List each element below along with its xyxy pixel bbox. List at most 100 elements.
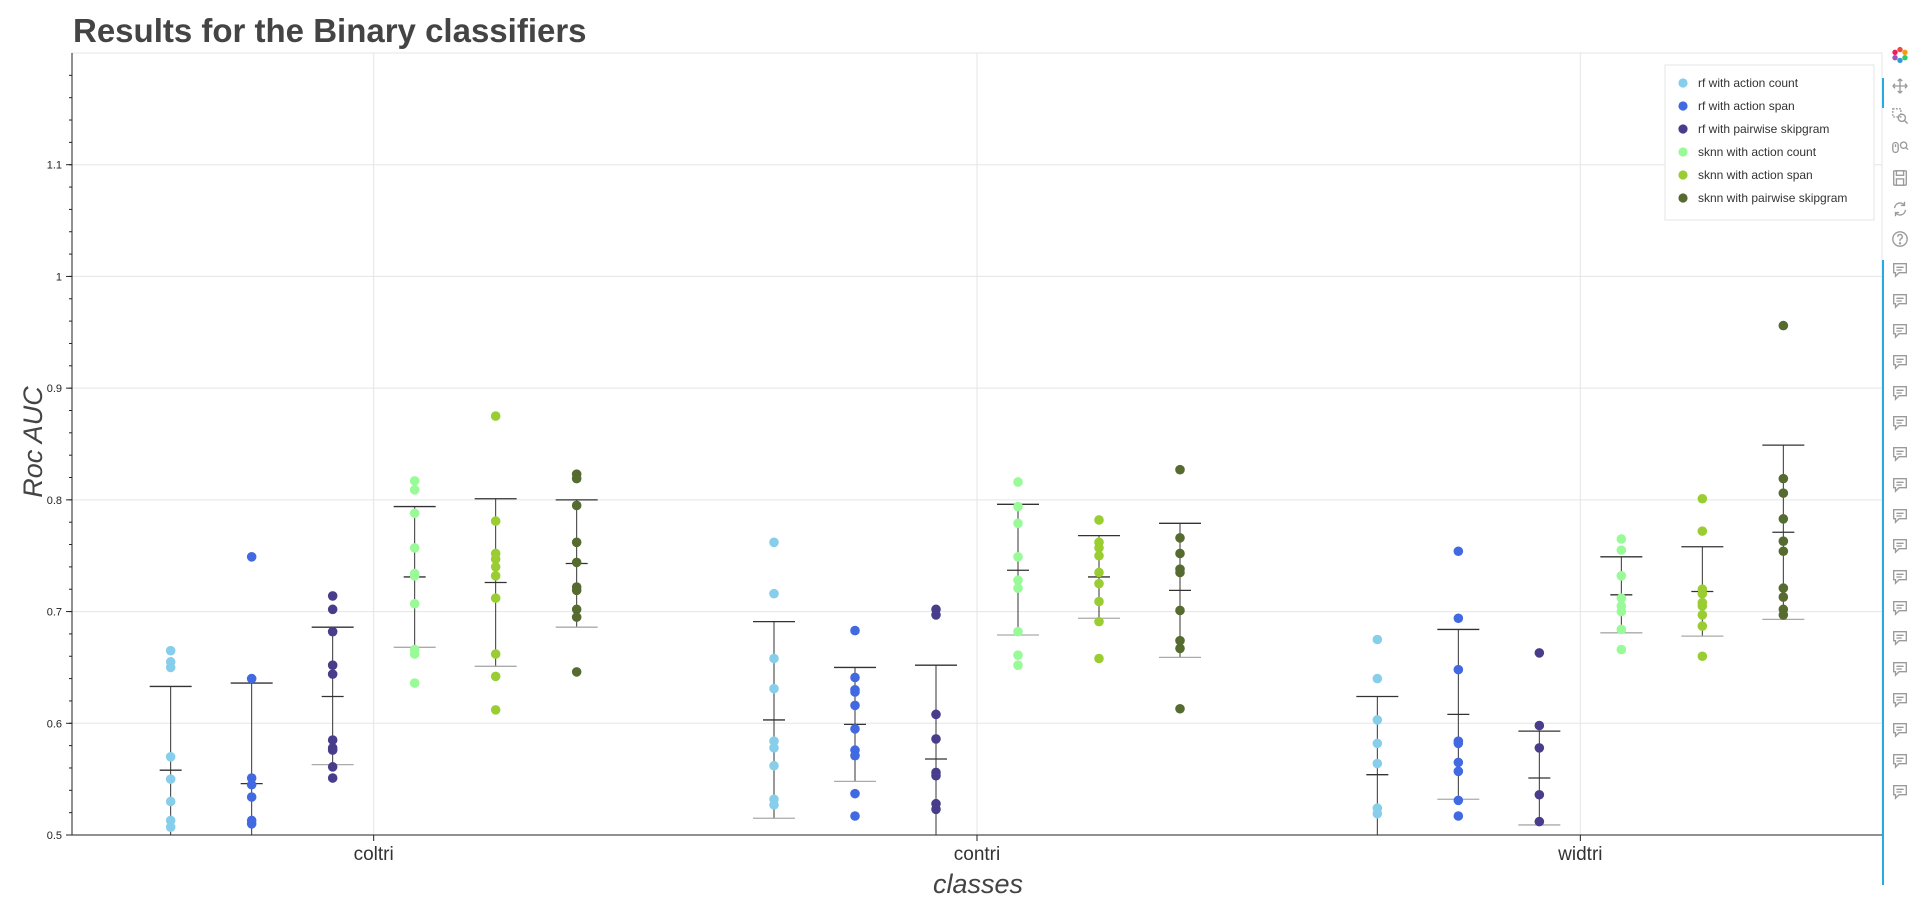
hover-icon[interactable] — [1890, 782, 1910, 802]
data-point[interactable] — [1778, 583, 1789, 593]
data-point[interactable] — [165, 815, 176, 826]
data-point[interactable] — [850, 811, 860, 821]
data-point[interactable] — [1453, 795, 1464, 806]
data-point[interactable] — [1094, 596, 1104, 607]
wheel-zoom-icon[interactable] — [1890, 137, 1910, 157]
data-point[interactable] — [165, 796, 176, 807]
data-point[interactable] — [1697, 601, 1708, 611]
data-point[interactable] — [769, 683, 779, 694]
data-point[interactable] — [1013, 518, 1023, 529]
data-point[interactable] — [1175, 548, 1185, 559]
hover-icon[interactable] — [1890, 444, 1910, 464]
data-point[interactable] — [850, 724, 860, 734]
data-point[interactable] — [850, 672, 860, 683]
data-point[interactable] — [490, 411, 501, 421]
data-point[interactable] — [1175, 703, 1185, 714]
data-point[interactable] — [1616, 606, 1627, 617]
data-point[interactable] — [1372, 634, 1383, 645]
data-point[interactable] — [246, 552, 257, 562]
data-point[interactable] — [931, 610, 941, 620]
data-point[interactable] — [1778, 514, 1789, 524]
data-point[interactable] — [490, 562, 501, 572]
help-icon[interactable] — [1890, 229, 1910, 249]
save-icon[interactable] — [1890, 168, 1910, 188]
data-point[interactable] — [1175, 464, 1185, 475]
data-point[interactable] — [1013, 552, 1023, 562]
data-point[interactable] — [769, 800, 779, 810]
data-point[interactable] — [769, 537, 779, 548]
data-point[interactable] — [327, 773, 338, 783]
legend-marker[interactable] — [1678, 101, 1688, 111]
data-point[interactable] — [165, 822, 176, 832]
data-point[interactable] — [1094, 515, 1104, 525]
data-point[interactable] — [1013, 660, 1023, 670]
hover-icon[interactable] — [1890, 690, 1910, 710]
data-point[interactable] — [1453, 757, 1464, 768]
data-point[interactable] — [571, 473, 582, 484]
data-point[interactable] — [769, 743, 779, 753]
data-point[interactable] — [571, 500, 582, 511]
data-point[interactable] — [490, 571, 501, 581]
data-point[interactable] — [1534, 789, 1545, 800]
data-point[interactable] — [327, 762, 338, 772]
data-point[interactable] — [1094, 550, 1104, 561]
legend-label[interactable]: rf with pairwise skipgram — [1698, 122, 1829, 136]
legend-label[interactable]: rf with action count — [1698, 76, 1799, 90]
data-point[interactable] — [1778, 488, 1789, 498]
data-point[interactable] — [931, 804, 941, 815]
data-point[interactable] — [327, 745, 338, 755]
data-point[interactable] — [1175, 567, 1185, 578]
data-point[interactable] — [1453, 738, 1464, 749]
hover-icon[interactable] — [1890, 352, 1910, 372]
hover-icon[interactable] — [1890, 536, 1910, 556]
legend-label[interactable]: sknn with action span — [1698, 168, 1813, 182]
data-point[interactable] — [246, 773, 257, 783]
hover-icon[interactable] — [1890, 506, 1910, 526]
data-point[interactable] — [246, 673, 257, 684]
data-point[interactable] — [327, 604, 338, 615]
data-point[interactable] — [1697, 588, 1708, 599]
hover-icon[interactable] — [1890, 383, 1910, 403]
data-point[interactable] — [1453, 766, 1464, 777]
data-point[interactable] — [571, 585, 582, 596]
hover-icon[interactable] — [1890, 413, 1910, 433]
data-point[interactable] — [1534, 743, 1545, 753]
data-point[interactable] — [409, 476, 420, 486]
data-point[interactable] — [769, 760, 779, 771]
data-point[interactable] — [490, 671, 501, 682]
data-point[interactable] — [490, 705, 501, 715]
data-point[interactable] — [1534, 648, 1545, 658]
data-point[interactable] — [1453, 546, 1464, 557]
data-point[interactable] — [409, 571, 420, 581]
data-point[interactable] — [1013, 501, 1023, 512]
data-point[interactable] — [1013, 626, 1023, 637]
bokeh-logo-icon[interactable] — [1890, 45, 1910, 65]
data-point[interactable] — [850, 625, 860, 636]
data-point[interactable] — [490, 554, 501, 564]
data-point[interactable] — [1616, 593, 1627, 603]
data-point[interactable] — [1013, 575, 1023, 586]
data-point[interactable] — [1175, 643, 1185, 654]
data-point[interactable] — [409, 598, 420, 609]
legend[interactable]: rf with action count rf with action span r… — [1664, 64, 1875, 221]
data-point[interactable] — [327, 591, 338, 601]
data-point[interactable] — [931, 734, 941, 744]
data-point[interactable] — [1094, 543, 1104, 553]
legend-marker[interactable] — [1678, 193, 1688, 203]
data-point[interactable] — [1094, 653, 1104, 664]
data-point[interactable] — [165, 645, 176, 656]
data-point[interactable] — [769, 653, 779, 664]
data-point[interactable] — [1175, 533, 1185, 543]
data-point[interactable] — [1697, 493, 1708, 504]
reset-icon[interactable] — [1890, 199, 1910, 219]
data-point[interactable] — [931, 709, 941, 720]
data-point[interactable] — [409, 508, 420, 519]
data-point[interactable] — [165, 752, 176, 762]
data-point[interactable] — [246, 779, 257, 790]
data-point[interactable] — [769, 588, 779, 599]
data-point[interactable] — [1013, 650, 1023, 660]
data-point[interactable] — [769, 736, 779, 746]
data-point[interactable] — [1778, 320, 1789, 331]
data-point[interactable] — [327, 735, 338, 745]
data-point[interactable] — [490, 516, 501, 526]
